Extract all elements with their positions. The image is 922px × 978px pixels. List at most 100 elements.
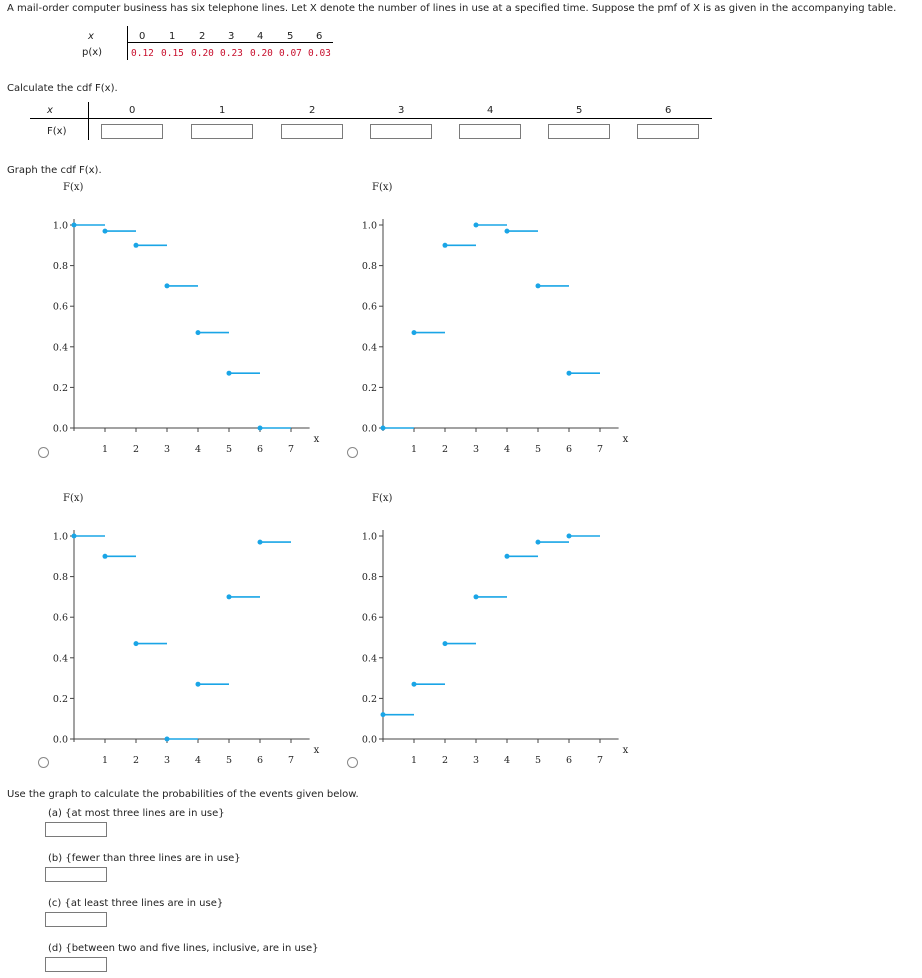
pmf-p-value: 0.20 [191, 48, 214, 59]
cdf-input-3[interactable] [370, 124, 432, 139]
y-tick-label: 0.0 [362, 424, 377, 435]
x-tick-label: 3 [164, 444, 170, 455]
y-axis-title: F(x) [63, 182, 83, 193]
pmf-p-value: 0.23 [220, 48, 243, 59]
x-tick-label: 4 [195, 755, 201, 766]
cdf-step-point [380, 712, 386, 718]
y-tick-label: 1.0 [362, 532, 377, 543]
x-tick-label: 7 [597, 755, 603, 766]
cdf-input-6[interactable] [637, 124, 699, 139]
x-axis-title: x [314, 745, 320, 756]
cdf-x-value: 3 [398, 105, 405, 116]
y-tick-label: 0.6 [362, 302, 377, 313]
pmf-x-label: x [88, 31, 94, 42]
pmf-p-value: 0.07 [279, 48, 302, 59]
x-tick-label: 5 [535, 444, 541, 455]
x-tick-label: 2 [442, 755, 448, 766]
cdf-step-point [380, 425, 386, 431]
cdf-step-point [102, 228, 108, 234]
pmf-p-value: 0.15 [161, 48, 184, 59]
cdf-step-point [504, 228, 510, 234]
x-tick-label: 2 [133, 444, 139, 455]
cdf-step-point [133, 242, 139, 248]
x-tick-label: 3 [473, 755, 479, 766]
problem-intro: A mail-order computer business has six t… [7, 3, 897, 14]
pmf-x-value: 4 [257, 31, 264, 42]
x-tick-label: 7 [288, 444, 294, 455]
x-tick-label: 1 [102, 755, 108, 766]
x-axis-title: x [623, 434, 629, 445]
cdf-f-label: F(x) [47, 126, 67, 137]
question-a-label: (a) {at most three lines are in use} [48, 808, 225, 819]
cdf-table-rule [30, 118, 712, 119]
y-axis-title: F(x) [63, 493, 83, 504]
cdf-step-point [164, 736, 170, 742]
cdf-input-4[interactable] [459, 124, 521, 139]
cdf-input-0[interactable] [101, 124, 163, 139]
use-graph-prompt: Use the graph to calculate the probabili… [7, 789, 359, 800]
cdf-graph-option-c: F(x) x 1.0 0.8 0.6 0.4 0.2 0.0 1 2 3 4 5 6 7 [53, 493, 320, 766]
pmf-p-value: 0.20 [250, 48, 273, 59]
y-tick-label: 0.4 [362, 342, 377, 353]
cdf-step-point [133, 641, 139, 647]
y-tick-label: 1.0 [53, 221, 68, 232]
pmf-x-value: 2 [199, 31, 206, 42]
cdf-step-point [257, 539, 263, 545]
graph-option-b-radio[interactable] [347, 447, 358, 458]
y-tick-label: 0.0 [53, 735, 68, 746]
cdf-step-point [473, 222, 479, 228]
y-tick-label: 0.2 [53, 694, 68, 705]
x-tick-label: 4 [504, 755, 510, 766]
question-b-label: (b) {fewer than three lines are in use} [48, 853, 241, 864]
cdf-step-point [442, 242, 448, 248]
answer-c-input[interactable] [45, 912, 107, 927]
y-tick-label: 0.6 [53, 302, 68, 313]
cdf-input-5[interactable] [548, 124, 610, 139]
cdf-x-value: 6 [665, 105, 672, 116]
pmf-table-rule [127, 42, 333, 43]
x-tick-label: 6 [257, 755, 263, 766]
y-tick-label: 1.0 [53, 532, 68, 543]
cdf-step-point [195, 681, 201, 687]
y-tick-label: 0.8 [53, 572, 68, 583]
x-tick-label: 4 [504, 444, 510, 455]
y-tick-label: 0.2 [362, 694, 377, 705]
cdf-input-2[interactable] [281, 124, 343, 139]
cdf-input-1[interactable] [191, 124, 253, 139]
pmf-x-value: 1 [169, 31, 176, 42]
pmf-x-value: 3 [228, 31, 235, 42]
answer-d-input[interactable] [45, 957, 107, 972]
x-tick-label: 6 [566, 444, 572, 455]
x-tick-label: 7 [288, 755, 294, 766]
cdf-graph-option-b: F(x) x 1.0 0.8 0.6 0.4 0.2 0.0 1 2 3 4 5 6 7 [362, 182, 629, 455]
x-tick-label: 1 [411, 444, 417, 455]
x-tick-label: 4 [195, 444, 201, 455]
y-tick-label: 0.8 [362, 572, 377, 583]
pmf-x-value: 6 [316, 31, 323, 42]
x-tick-label: 2 [133, 755, 139, 766]
x-tick-label: 2 [442, 444, 448, 455]
x-tick-label: 7 [597, 444, 603, 455]
graph-option-d-radio[interactable] [347, 757, 358, 768]
y-tick-label: 0.6 [362, 613, 377, 624]
cdf-table-divider [88, 102, 89, 140]
pmf-x-value: 5 [287, 31, 294, 42]
y-axis-title: F(x) [372, 182, 392, 193]
y-tick-label: 0.8 [53, 261, 68, 272]
cdf-step-point [257, 425, 263, 431]
x-tick-label: 5 [226, 444, 232, 455]
answer-a-input[interactable] [45, 822, 107, 837]
x-tick-label: 6 [257, 444, 263, 455]
y-tick-label: 0.0 [53, 424, 68, 435]
answer-b-input[interactable] [45, 867, 107, 882]
y-tick-label: 0.8 [362, 261, 377, 272]
cdf-step-point [566, 370, 572, 376]
question-d-label: (d) {between two and five lines, inclusi… [48, 943, 319, 954]
graph-option-a-radio[interactable] [38, 447, 49, 458]
cdf-graph-option-a: F(x) x 1.0 0.8 0.6 0.4 0.2 0.0 1 2 3 4 5 6 7 [53, 182, 320, 455]
graph-option-c-radio[interactable] [38, 757, 49, 768]
cdf-step-point [226, 594, 232, 600]
y-tick-label: 0.4 [53, 653, 68, 664]
y-tick-label: 0.2 [53, 383, 68, 394]
